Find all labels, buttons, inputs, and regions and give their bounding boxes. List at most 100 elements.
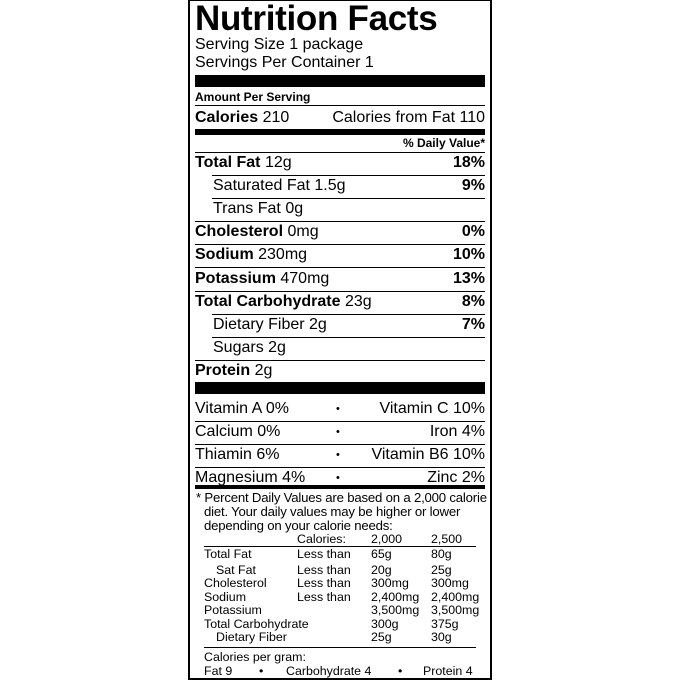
table-header-cell: 2,000 xyxy=(371,532,403,546)
nutrient-row: Sodium 230mg xyxy=(195,247,307,263)
vitamin-left: Thiamin 6% xyxy=(195,446,280,463)
table-row-cell: Dietary Fiber xyxy=(216,630,287,644)
vitamin-left: Magnesium 4% xyxy=(195,469,306,486)
table-row-cell: Less than xyxy=(297,590,351,604)
nutrient-name: Dietary Fiber xyxy=(213,315,305,333)
nutrient-name: Sugars xyxy=(213,338,264,356)
table-row-cell: 3,500mg xyxy=(431,603,480,617)
footnote-line: depending on your calorie needs: xyxy=(204,518,393,533)
divider xyxy=(195,421,485,422)
title: Nutrition Facts xyxy=(195,0,438,38)
divider xyxy=(212,175,485,176)
nutrient-row: Dietary Fiber 2g xyxy=(213,315,327,333)
nutrient-name: Total Fat xyxy=(195,154,261,171)
nutrient-row: Protein 2g xyxy=(195,361,272,379)
table-row-cell: 80g xyxy=(431,547,452,561)
nutrient-row: Total Fat 12g xyxy=(195,155,292,171)
table-row-cell: 300g xyxy=(371,617,399,631)
table-row-cell: Less than xyxy=(297,547,351,561)
serving-size: Serving Size 1 package xyxy=(195,36,364,53)
table-row-cell: 2,400mg xyxy=(431,590,480,604)
nutrition-facts-label: Nutrition Facts Serving Size 1 package S… xyxy=(188,0,492,680)
nutrient-amount: 1.5g xyxy=(314,177,346,195)
nutrient-daily-value: 18% xyxy=(452,154,485,171)
thick-divider xyxy=(195,75,485,87)
divider xyxy=(195,244,485,246)
nutrient-row: Saturated Fat 1.5g xyxy=(213,178,346,194)
table-row-cell: Total Carbohydrate xyxy=(204,617,309,631)
vitamin-left: Calcium 0% xyxy=(195,423,281,440)
table-header-cell: 2,500 xyxy=(431,532,463,546)
table-row-cell: Less than xyxy=(297,563,351,577)
table-row-cell: 3,500mg xyxy=(371,603,420,617)
divider xyxy=(212,313,485,315)
table-row-cell: Total Fat xyxy=(204,547,252,561)
nutrient-daily-value: 8% xyxy=(461,292,485,310)
nutrient-amount: 230mg xyxy=(258,246,308,264)
divider xyxy=(195,267,485,269)
table-row-cell: Potassium xyxy=(204,603,262,617)
table-header-cell: Calories: xyxy=(297,532,346,546)
vitamin-right: Iron 4% xyxy=(429,423,485,440)
divider xyxy=(212,198,485,200)
thick-divider xyxy=(195,382,485,394)
vitamin-right: Vitamin C 10% xyxy=(379,400,485,417)
calories-per-gram-label: Calories per gram: xyxy=(204,650,306,664)
divider xyxy=(212,336,485,338)
table-row-cell: 65g xyxy=(371,547,392,561)
calories-label: Calories xyxy=(195,109,259,126)
footnote-line: diet. Your daily values may be higher or… xyxy=(204,504,461,519)
divider xyxy=(204,546,476,547)
amount-per-serving: Amount Per Serving xyxy=(195,90,311,104)
nutrient-amount: 0g xyxy=(285,200,304,218)
nutrient-daily-value: 7% xyxy=(461,315,485,333)
daily-value-header: % Daily Value* xyxy=(402,136,485,150)
vitamin-left: Vitamin A 0% xyxy=(195,400,289,417)
separator-dot: • xyxy=(259,664,264,678)
table-row-cell: 300mg xyxy=(371,576,409,590)
protein-calories: Protein 4 xyxy=(423,664,473,678)
vitamin-right: Vitamin B6 10% xyxy=(371,446,485,463)
divider xyxy=(195,221,485,223)
medium-divider xyxy=(195,129,485,135)
nutrient-amount: 23g xyxy=(344,292,372,310)
nutrient-amount: 470mg xyxy=(280,269,330,287)
table-row-cell: 25g xyxy=(371,630,392,644)
nutrient-name: Trans Fat xyxy=(213,200,281,218)
divider xyxy=(195,444,485,445)
divider xyxy=(195,359,485,361)
nutrient-row: Potassium 470mg xyxy=(195,269,330,287)
separator-dot: • xyxy=(336,472,340,484)
divider xyxy=(195,467,485,468)
separator-dot: • xyxy=(336,403,340,415)
nutrient-daily-value: 9% xyxy=(461,177,485,195)
table-row-cell: Less than xyxy=(297,576,351,590)
fat-calories: Fat 9 xyxy=(204,664,233,678)
servings-per-container: Servings Per Container 1 xyxy=(195,54,374,71)
vitamin-right: Zinc 2% xyxy=(427,469,485,486)
nutrient-amount: 2g xyxy=(309,315,327,333)
carbohydrate-calories: Carbohydrate 4 xyxy=(286,664,372,678)
separator-dot: • xyxy=(398,664,403,678)
nutrient-amount: 0mg xyxy=(287,223,319,241)
nutrient-name: Total Carbohydrate xyxy=(195,292,341,310)
nutrient-name: Protein xyxy=(195,361,251,379)
nutrient-row: Cholesterol 0mg xyxy=(195,224,319,240)
table-row-cell: 20g xyxy=(371,563,392,577)
separator-dot: • xyxy=(336,426,340,438)
divider xyxy=(195,290,485,292)
separator-dot: • xyxy=(336,449,340,461)
table-row-cell: 2,400mg xyxy=(371,590,420,604)
table-row-cell: Cholesterol xyxy=(204,576,267,590)
table-row-cell: 25g xyxy=(431,563,452,577)
medium-divider xyxy=(195,485,485,489)
table-row-cell: 375g xyxy=(431,617,459,631)
nutrient-name: Sodium xyxy=(195,246,254,264)
divider xyxy=(195,105,485,106)
nutrient-amount: 2g xyxy=(268,338,286,356)
nutrient-row: Sugars 2g xyxy=(213,338,286,356)
nutrient-name: Cholesterol xyxy=(195,223,284,241)
nutrient-daily-value: 0% xyxy=(461,223,485,241)
divider xyxy=(195,152,485,153)
nutrient-daily-value: 10% xyxy=(452,246,485,264)
